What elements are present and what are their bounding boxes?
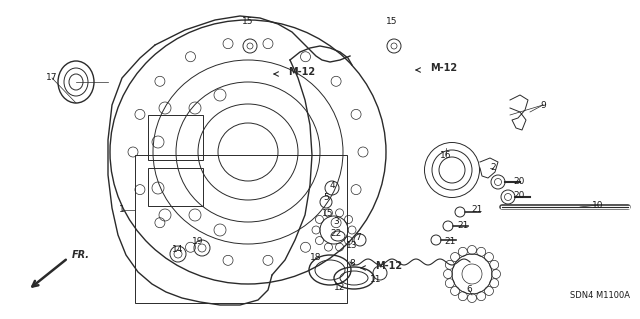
Text: 17: 17 [46,73,58,83]
Text: 21: 21 [458,221,468,231]
Text: 5: 5 [323,194,329,203]
Text: 14: 14 [172,246,184,255]
Text: 16: 16 [440,151,452,160]
Text: 21: 21 [471,205,483,214]
Text: 12: 12 [334,283,346,292]
Text: 22: 22 [330,229,342,239]
Text: FR.: FR. [72,250,90,260]
Bar [148,168,203,206]
Text: M-12: M-12 [430,63,457,73]
Text: SDN4 M1100A: SDN4 M1100A [570,292,630,300]
Text: 15: 15 [387,18,397,26]
Text: 18: 18 [310,254,322,263]
Text: 8: 8 [349,258,355,268]
Text: 2: 2 [490,164,496,173]
Text: 15: 15 [243,18,253,26]
Bar [135,155,347,303]
Text: 7: 7 [355,233,361,241]
Text: 3: 3 [333,218,339,226]
Text: 13: 13 [346,241,358,250]
Text: 20: 20 [513,191,525,201]
Text: 11: 11 [371,276,381,285]
Text: M-12: M-12 [288,67,315,77]
Text: 1: 1 [119,205,125,214]
Text: 9: 9 [540,100,546,109]
Text: 21: 21 [444,236,456,246]
Text: 10: 10 [592,201,604,210]
Text: 15: 15 [323,209,333,218]
Text: 20: 20 [513,176,525,186]
Text: 6: 6 [466,286,472,294]
Bar [148,115,203,160]
Text: 19: 19 [192,238,204,247]
Text: 4: 4 [329,181,335,189]
Text: M-12: M-12 [375,261,402,271]
